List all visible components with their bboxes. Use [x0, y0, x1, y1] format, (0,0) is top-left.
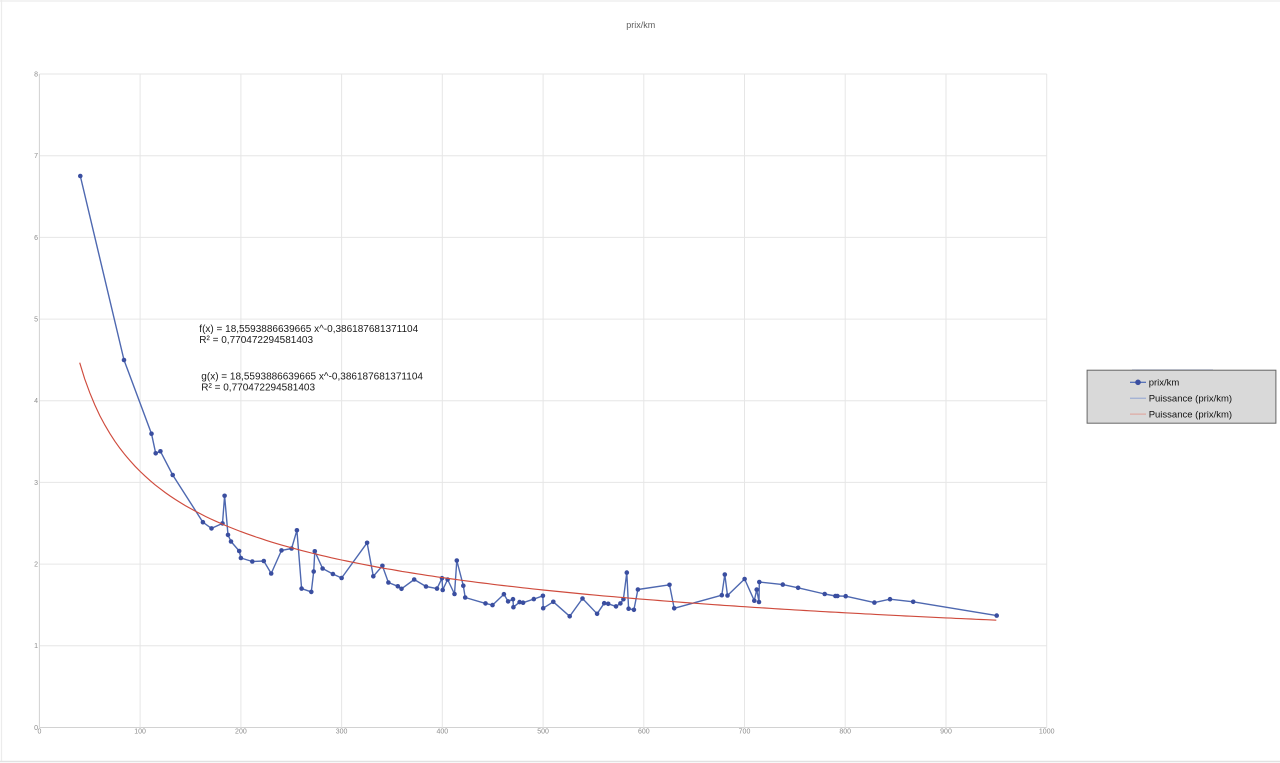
svg-text:6: 6 [34, 235, 38, 242]
svg-text:100: 100 [134, 729, 146, 736]
svg-text:2: 2 [34, 562, 38, 569]
svg-text:0: 0 [34, 725, 38, 732]
svg-text:700: 700 [739, 729, 751, 736]
svg-text:f(x) = 18,5593886639665 x^-0,3: f(x) = 18,5593886639665 x^-0,38618768137… [199, 324, 418, 335]
svg-text:4: 4 [34, 398, 38, 405]
svg-text:prix/km: prix/km [626, 20, 655, 30]
svg-text:5: 5 [34, 316, 38, 323]
svg-text:400: 400 [436, 729, 448, 736]
svg-text:g(x) = 18,5593886639665 x^-0,3: g(x) = 18,5593886639665 x^-0,38618768137… [201, 372, 423, 383]
svg-text:600: 600 [638, 729, 650, 736]
svg-text:R² = 0,770472294581403: R² = 0,770472294581403 [201, 383, 315, 394]
svg-text:200: 200 [235, 729, 247, 736]
svg-text:7: 7 [34, 153, 38, 160]
svg-text:0: 0 [37, 729, 41, 736]
svg-text:R² = 0,770472294581403: R² = 0,770472294581403 [199, 335, 313, 346]
svg-text:1000: 1000 [1039, 729, 1055, 736]
svg-text:Puissance (prix/km): Puissance (prix/km) [1149, 409, 1232, 420]
svg-text:8: 8 [34, 71, 38, 78]
svg-text:Puissance (prix/km): Puissance (prix/km) [1149, 394, 1232, 405]
svg-text:1: 1 [34, 643, 38, 650]
svg-text:300: 300 [336, 729, 348, 736]
svg-text:800: 800 [839, 729, 851, 736]
svg-text:900: 900 [940, 729, 952, 736]
svg-text:500: 500 [537, 729, 549, 736]
svg-text:prix/km: prix/km [1149, 378, 1180, 389]
svg-text:3: 3 [34, 480, 38, 487]
